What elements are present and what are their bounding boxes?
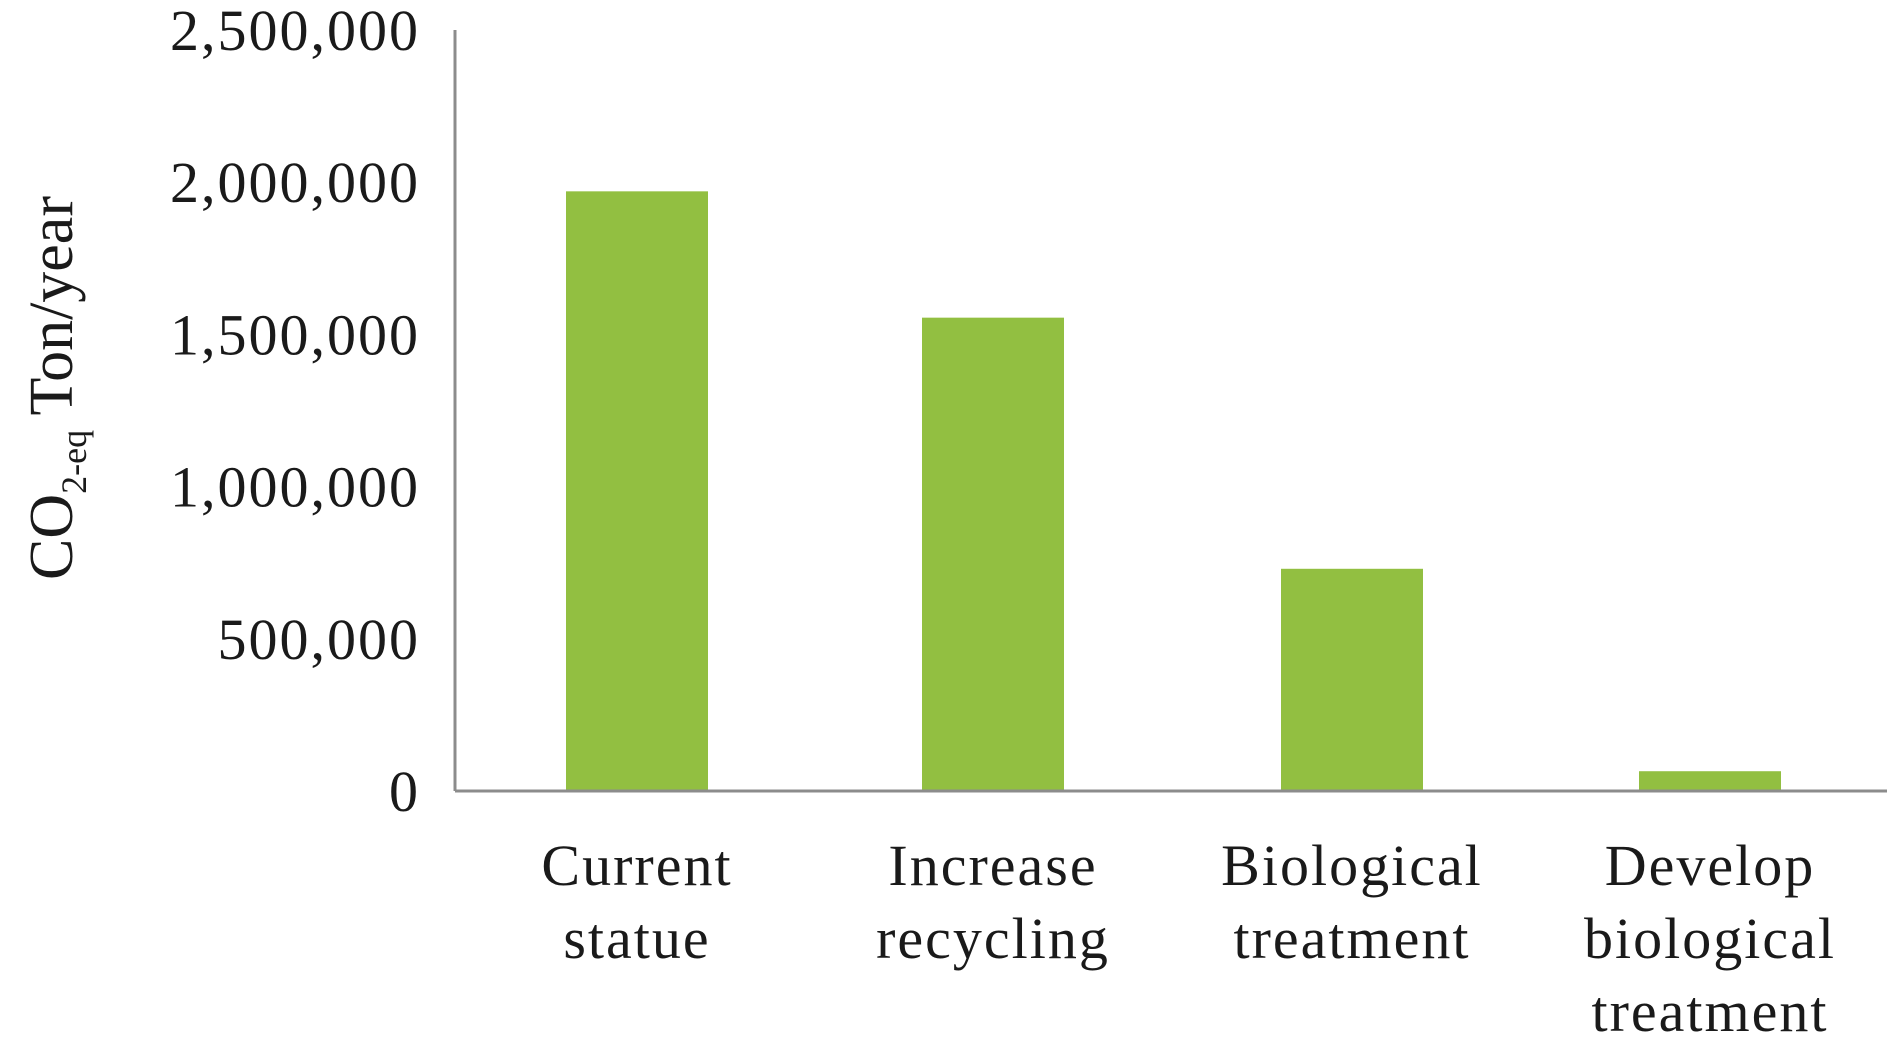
y-tick-label: 1,500,000 — [170, 302, 420, 367]
y-tick-label: 0 — [389, 759, 420, 824]
x-category-labels: Current statue Increase recycling Biological… — [541, 833, 1836, 1044]
y-tick-label: 2,000,000 — [170, 150, 420, 215]
y-tick-label: 500,000 — [218, 607, 421, 672]
y-tick-labels: 0 500,000 1,000,000 1,500,000 2,000,000 2,500… — [170, 0, 421, 824]
bars-layer — [566, 191, 1781, 791]
x-category-label: Current statue — [541, 833, 732, 971]
y-tick-label: 2,500,000 — [170, 0, 420, 63]
bar — [1281, 568, 1423, 791]
bar — [566, 191, 708, 791]
bar — [1639, 771, 1781, 791]
x-category-label: Develop biological treatment — [1584, 833, 1836, 1044]
y-tick-label: 1,000,000 — [170, 455, 420, 520]
bar — [922, 317, 1064, 791]
y-axis-title: CO2-eq Ton/year — [18, 196, 94, 580]
x-category-label: Biological treatment — [1221, 833, 1483, 971]
x-category-label: Increase recycling — [876, 833, 1110, 971]
axes-layer — [453, 30, 1887, 793]
